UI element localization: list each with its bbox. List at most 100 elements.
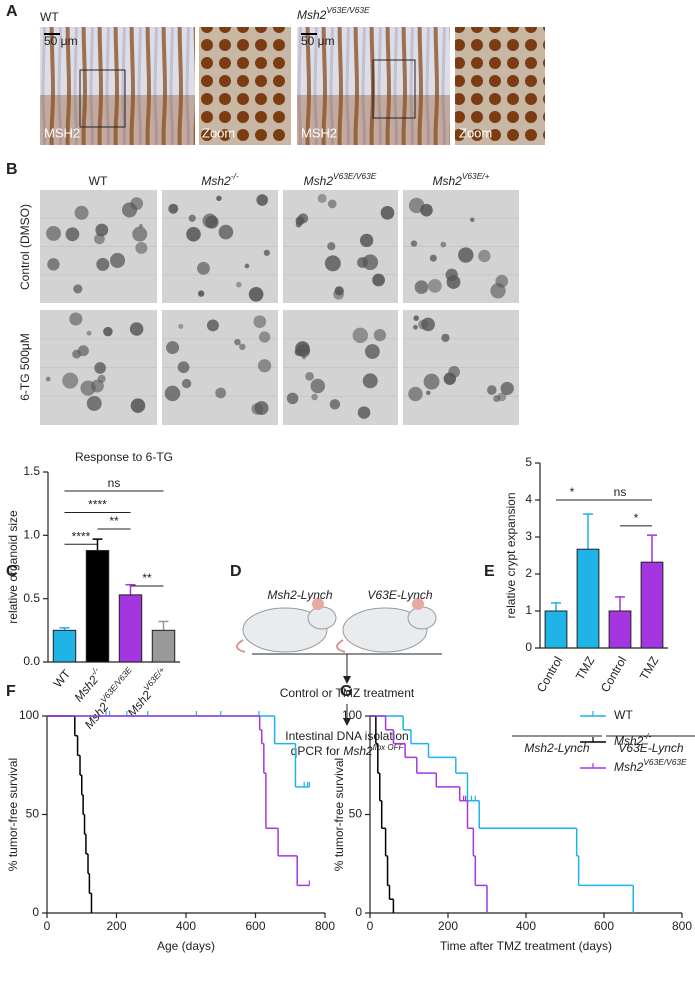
- zoom-label: Zoom: [202, 125, 235, 140]
- group-label: Msh2-Lynch: [524, 741, 589, 755]
- organoid: [86, 395, 102, 411]
- group-label: V63E-Lynch: [618, 741, 683, 755]
- organoid: [317, 193, 327, 203]
- bar: [608, 610, 632, 649]
- significance-label: **: [109, 514, 119, 528]
- organoid: [202, 213, 218, 229]
- chart-title: Response to 6-TG: [75, 450, 173, 464]
- organoid: [253, 315, 267, 329]
- organoid: [215, 387, 227, 399]
- arrow-head: [343, 676, 351, 684]
- histology-image: [40, 27, 195, 145]
- organoid: [372, 273, 385, 287]
- organoid: [295, 216, 305, 226]
- organoid: [380, 205, 395, 220]
- y-tick-label: 0: [32, 905, 39, 919]
- organoid: [130, 197, 144, 211]
- organoid: [135, 241, 148, 254]
- organoid: [186, 226, 201, 242]
- group-label: Msh2-Lynch: [267, 588, 332, 602]
- y-tick-label: 3: [525, 529, 532, 543]
- organoid: [458, 247, 474, 263]
- zoom-image: [199, 27, 291, 145]
- organoid: [181, 378, 192, 389]
- organoid: [362, 373, 378, 389]
- y-axis-label: relative organoid size: [6, 510, 20, 624]
- organoid: [305, 371, 314, 381]
- organoid: [352, 327, 368, 344]
- organoid: [286, 392, 299, 405]
- mouse: [336, 598, 437, 653]
- organoid: [45, 376, 51, 382]
- organoid: [65, 227, 80, 242]
- organoid: [46, 225, 61, 241]
- organoid: [426, 390, 431, 395]
- y-tick-label: 1.5: [23, 464, 40, 478]
- organoid: [490, 283, 506, 299]
- organoid: [254, 401, 269, 416]
- scale-label: 50 μm: [301, 34, 335, 48]
- group-label: V63E-Lynch: [367, 588, 432, 602]
- x-tick-label: WT: [51, 666, 74, 690]
- gene-sup: flox OFF: [373, 743, 405, 752]
- organoid: [95, 223, 109, 237]
- organoid-grid: [40, 190, 519, 425]
- stain-label: MSH2: [301, 125, 337, 140]
- organoid: [357, 257, 368, 268]
- organoid: [373, 328, 387, 342]
- organoid: [297, 344, 311, 358]
- organoid: [188, 214, 196, 222]
- mouse-tail: [336, 639, 346, 653]
- legend-label: WT: [614, 708, 633, 722]
- organoid: [493, 395, 501, 403]
- mouse-head: [307, 606, 337, 630]
- y-axis-label: % tumor-free survival: [332, 758, 346, 871]
- column-label: Msh2-/-: [201, 171, 238, 188]
- organoid: [96, 257, 110, 271]
- step-text: qPCR for Msh2flox OFF: [291, 743, 405, 758]
- zoom-label: Zoom: [459, 125, 492, 140]
- bar: [85, 550, 110, 663]
- organoid: [324, 255, 341, 272]
- organoid: [248, 286, 264, 302]
- organoid: [218, 224, 234, 240]
- significance-label: ns: [108, 476, 121, 490]
- organoid: [410, 240, 418, 247]
- organoid: [177, 361, 190, 374]
- organoid: [334, 286, 344, 296]
- significance-label: *: [634, 511, 639, 525]
- y-tick-label: 0.5: [23, 591, 40, 605]
- organoid: [357, 406, 371, 419]
- organoid: [446, 275, 461, 289]
- organoid: [239, 343, 246, 351]
- x-tick-label: TMZ: [573, 654, 597, 682]
- organoid: [47, 258, 60, 271]
- legend-label: Msh2V63E/V63E: [614, 757, 687, 774]
- mouse-tail: [236, 639, 246, 653]
- organoid: [418, 319, 429, 330]
- significance-label: *: [570, 485, 575, 499]
- organoid: [103, 326, 113, 337]
- x-tick-label: TMZ: [637, 654, 661, 682]
- organoid: [310, 378, 326, 394]
- organoid: [197, 290, 205, 297]
- organoid: [440, 241, 447, 248]
- panel-label: B: [6, 161, 18, 178]
- row-label: Control (DMSO): [18, 204, 32, 290]
- mouse-ear: [412, 598, 424, 610]
- organoid: [130, 398, 146, 413]
- column-label: Msh2V63E/+: [432, 171, 489, 188]
- row-label: 6-TG 500μM: [18, 333, 32, 401]
- panel-label: F: [6, 683, 16, 700]
- x-tick-label: Control: [598, 654, 629, 695]
- x-axis-label: Age (days): [157, 939, 215, 953]
- zoom-box: [372, 59, 416, 119]
- organoid: [77, 345, 89, 357]
- panel-label: G: [340, 683, 352, 700]
- organoid: [311, 393, 318, 401]
- y-tick-label: 0: [525, 640, 532, 654]
- x-tick-label: 800: [672, 919, 692, 933]
- mouse-ear: [312, 598, 324, 610]
- mouse-body: [242, 607, 328, 653]
